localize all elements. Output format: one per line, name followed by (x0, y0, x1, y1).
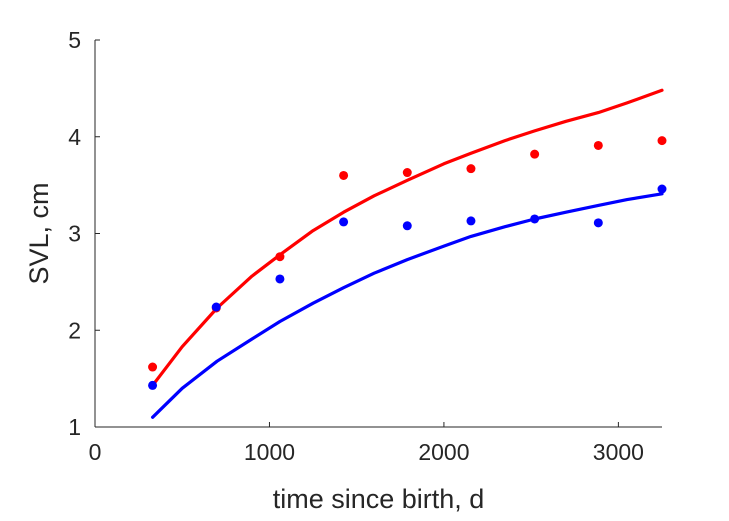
y-tick-label: 4 (68, 124, 81, 150)
data-point (211, 302, 221, 312)
data-point (466, 216, 476, 226)
data-point (275, 252, 285, 262)
x-tick-label: 2000 (418, 439, 469, 465)
y-tick-label: 3 (68, 221, 81, 247)
data-point (657, 184, 667, 194)
x-axis-label: time since birth, d (273, 484, 485, 514)
data-point (466, 164, 476, 174)
x-tick-label: 3000 (593, 439, 644, 465)
y-tick-label: 5 (68, 27, 81, 53)
plot-area (148, 88, 667, 419)
fit-curve (151, 88, 664, 387)
fit-curve (151, 192, 664, 419)
data-point (339, 217, 349, 227)
data-point (530, 149, 540, 159)
data-point (275, 274, 285, 284)
data-point (530, 214, 540, 224)
y-axis-label: SVL, cm (24, 182, 54, 284)
y-tick-label: 2 (68, 317, 81, 343)
data-point (593, 140, 603, 150)
data-point (402, 221, 412, 231)
data-point (148, 380, 158, 390)
data-point (657, 136, 667, 146)
axes: 0 1000 2000 3000 1 2 3 4 5 (68, 27, 662, 465)
x-tick-label: 0 (89, 439, 102, 465)
x-tick-label: 1000 (244, 439, 295, 465)
data-point (402, 168, 412, 178)
data-point (593, 218, 603, 228)
y-tick-label: 1 (68, 414, 81, 440)
data-point (148, 362, 158, 372)
data-point (339, 170, 349, 180)
